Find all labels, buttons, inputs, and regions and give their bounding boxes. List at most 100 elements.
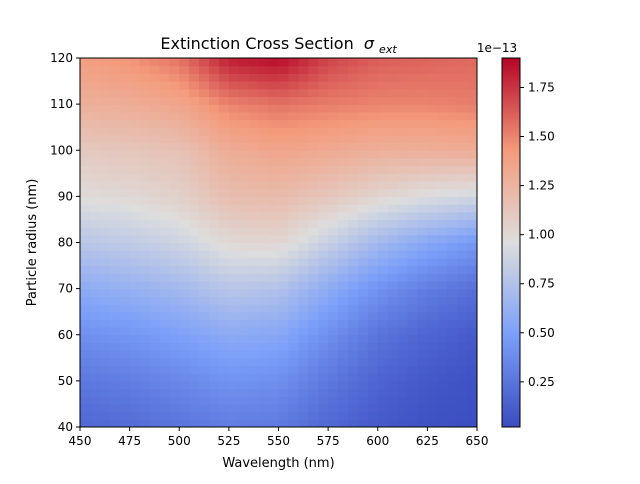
heatmap-cell <box>367 304 379 313</box>
heatmap-cell <box>338 188 349 197</box>
heatmap-cell <box>278 342 290 351</box>
heatmap-cell <box>258 280 270 290</box>
heatmap-cell <box>457 304 468 313</box>
heatmap-cell <box>80 81 91 90</box>
heatmap-cell <box>248 196 260 205</box>
heatmap-cell <box>238 327 250 336</box>
heatmap-cell <box>457 411 468 420</box>
heatmap-cell <box>357 96 369 105</box>
heatmap-cell <box>407 257 419 267</box>
heatmap-cell <box>258 273 270 282</box>
heatmap-cell <box>248 273 260 282</box>
heatmap-cell <box>278 365 290 374</box>
heatmap-cell <box>169 196 180 205</box>
heatmap-cell <box>417 157 428 167</box>
heatmap-cell <box>218 204 230 213</box>
heatmap-cell <box>278 65 290 74</box>
heatmap-cell <box>80 150 91 159</box>
heatmap-cell <box>377 396 389 405</box>
heatmap-cell <box>278 288 290 297</box>
heatmap-cell <box>457 342 468 351</box>
heatmap-cell <box>308 296 319 305</box>
heatmap-cell <box>467 419 477 427</box>
heatmap-cell <box>119 219 131 228</box>
heatmap-cell <box>228 350 240 359</box>
heatmap-cell <box>209 173 220 182</box>
heatmap-cell <box>209 396 220 405</box>
heatmap-cell <box>179 204 190 213</box>
heatmap-cell <box>129 196 141 205</box>
x-tick-label: 525 <box>217 434 240 448</box>
heatmap-cell <box>209 288 220 297</box>
heatmap-cell <box>99 211 111 221</box>
heatmap-cell <box>80 388 91 397</box>
heatmap-cell <box>80 380 91 390</box>
heatmap-cell <box>367 373 379 382</box>
heatmap-cell <box>347 319 359 328</box>
heatmap-cell <box>288 165 299 174</box>
heatmap-cell <box>387 273 399 282</box>
heatmap-cell <box>328 181 339 190</box>
heatmap-cell <box>238 273 250 282</box>
heatmap-cell <box>377 419 389 427</box>
heatmap-cell <box>119 127 131 136</box>
heatmap-cell <box>308 196 319 205</box>
heatmap-cell <box>258 342 270 351</box>
heatmap-cell <box>328 288 339 297</box>
heatmap-cell <box>377 127 389 136</box>
heatmap-cell <box>328 273 339 282</box>
heatmap-cell <box>447 150 458 159</box>
heatmap-cell <box>248 250 260 259</box>
heatmap-cell <box>179 227 190 236</box>
heatmap-cell <box>80 227 91 236</box>
heatmap-cell <box>417 165 428 174</box>
heatmap-cell <box>189 327 200 336</box>
heatmap-cell <box>238 142 250 151</box>
heatmap-cell <box>149 288 160 297</box>
heatmap-cell <box>119 81 131 90</box>
heatmap-cell <box>109 250 121 259</box>
heatmap-cell <box>268 411 280 420</box>
heatmap-cell <box>209 334 220 344</box>
heatmap-cell <box>467 288 477 297</box>
heatmap-cell <box>258 334 270 344</box>
heatmap-cell <box>149 65 160 74</box>
heatmap-cell <box>209 119 220 128</box>
heatmap-cell <box>407 365 419 374</box>
heatmap-cell <box>288 227 299 236</box>
heatmap-cell <box>258 403 270 413</box>
heatmap-cell <box>377 357 389 367</box>
heatmap-cell <box>139 58 151 67</box>
heatmap-cell <box>467 96 477 105</box>
heatmap-area <box>80 58 477 427</box>
heatmap-cell <box>437 319 448 328</box>
heatmap-cell <box>427 196 438 205</box>
heatmap-cell <box>89 234 101 244</box>
heatmap-cell <box>228 280 240 290</box>
heatmap-cell <box>347 73 359 82</box>
heatmap-cell <box>218 127 230 136</box>
heatmap-cell <box>89 211 101 221</box>
heatmap-cell <box>99 204 111 213</box>
heatmap-cell <box>99 88 111 98</box>
heatmap-cell <box>268 73 280 82</box>
heatmap-cell <box>209 165 220 174</box>
heatmap-cell <box>447 211 458 221</box>
heatmap-cell <box>179 65 190 74</box>
heatmap-cell <box>407 311 419 320</box>
heatmap-cell <box>367 142 379 151</box>
heatmap-cell <box>397 227 409 236</box>
heatmap-cell <box>407 304 419 313</box>
heatmap-cell <box>159 319 170 328</box>
heatmap-cell <box>467 204 477 213</box>
heatmap-cell <box>457 219 468 228</box>
heatmap-cell <box>318 111 329 121</box>
heatmap-cell <box>119 173 131 182</box>
heatmap-cell <box>209 280 220 290</box>
heatmap-cell <box>338 134 349 144</box>
heatmap-cell <box>218 111 230 121</box>
heatmap-cell <box>347 265 359 274</box>
heatmap-cell <box>347 350 359 359</box>
heatmap-cell <box>169 142 180 151</box>
heatmap-cell <box>467 65 477 74</box>
